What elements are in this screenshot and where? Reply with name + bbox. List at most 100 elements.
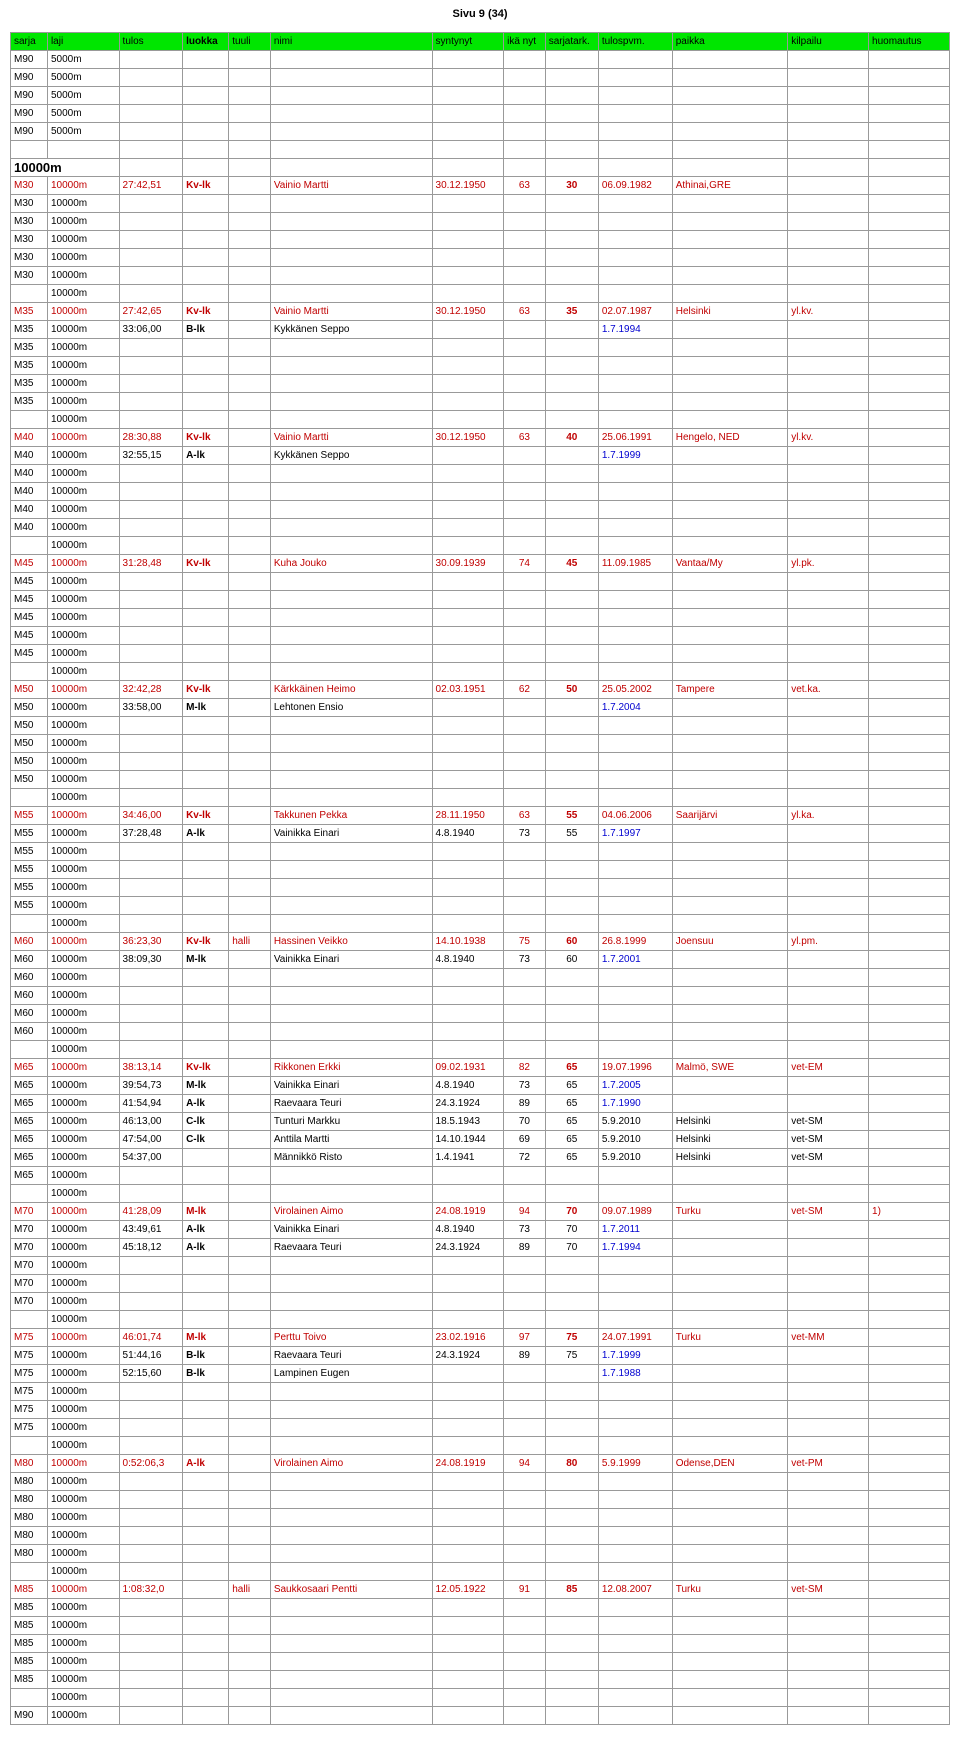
- cell-sarja: M90: [11, 87, 48, 105]
- cell-ika: [504, 1293, 546, 1311]
- cell-tulospvm: 1.7.1994: [598, 321, 672, 339]
- cell-laji: 10000m: [47, 933, 119, 951]
- cell-nimi: [270, 1671, 432, 1689]
- table-row: M8510000m1:08:32,0halliSaukkosaari Pentt…: [11, 1581, 950, 1599]
- cell-sarjatark: [545, 1023, 598, 1041]
- cell-kilpailu: [788, 411, 869, 429]
- cell-kilpailu: [788, 267, 869, 285]
- cell-laji: 10000m: [47, 177, 119, 195]
- cell-huomautus: [869, 969, 950, 987]
- cell-syntynyt: [432, 1365, 504, 1383]
- cell-paikka: Athinai,GRE: [672, 177, 787, 195]
- cell-kilpailu: [788, 861, 869, 879]
- cell-syntynyt: [432, 987, 504, 1005]
- cell-sarja: M55: [11, 861, 48, 879]
- cell-sarja: M65: [11, 1059, 48, 1077]
- cell-syntynyt: [432, 69, 504, 87]
- cell-ika: 89: [504, 1095, 546, 1113]
- cell-kilpailu: [788, 483, 869, 501]
- cell-tulospvm: [598, 627, 672, 645]
- cell-tuuli: [229, 735, 271, 753]
- cell-sarja: M70: [11, 1239, 48, 1257]
- cell-laji: 10000m: [47, 267, 119, 285]
- cell-ika: 70: [504, 1113, 546, 1131]
- cell-paikka: [672, 969, 787, 987]
- cell-paikka: Odense,DEN: [672, 1455, 787, 1473]
- cell-huomautus: [869, 1401, 950, 1419]
- cell-laji: 10000m: [47, 1437, 119, 1455]
- cell-syntynyt: [432, 213, 504, 231]
- cell-laji: 10000m: [47, 1527, 119, 1545]
- cell-paikka: [672, 1041, 787, 1059]
- cell-tuuli: [229, 1671, 271, 1689]
- cell-paikka: [672, 1095, 787, 1113]
- cell-nimi: [270, 717, 432, 735]
- cell-laji: 10000m: [47, 1131, 119, 1149]
- cell-luokka: M-lk: [183, 1077, 229, 1095]
- cell-sarja: M45: [11, 555, 48, 573]
- cell-nimi: [270, 627, 432, 645]
- cell-tulos: 1:08:32,0: [119, 1581, 183, 1599]
- cell-tulos: 51:44,16: [119, 1347, 183, 1365]
- cell-syntynyt: [432, 1491, 504, 1509]
- cell-luokka: [183, 1689, 229, 1707]
- cell-nimi: Raevaara Teuri: [270, 1347, 432, 1365]
- cell-luokka: [183, 483, 229, 501]
- cell-syntynyt: [432, 411, 504, 429]
- cell-kilpailu: [788, 231, 869, 249]
- cell-sarja: M85: [11, 1581, 48, 1599]
- cell-sarjatark: [545, 915, 598, 933]
- table-row: M5510000m34:46,00Kv-lkTakkunen Pekka28.1…: [11, 807, 950, 825]
- cell-luokka: [183, 1473, 229, 1491]
- cell-tulos: [119, 1005, 183, 1023]
- cell-kilpailu: [788, 105, 869, 123]
- cell-paikka: [672, 87, 787, 105]
- table-row: M905000m: [11, 87, 950, 105]
- cell-sarja: M45: [11, 573, 48, 591]
- cell-tulospvm: [598, 969, 672, 987]
- cell-tuuli: [229, 1617, 271, 1635]
- table-row: M6010000m36:23,30Kv-lkhalliHassinen Veik…: [11, 933, 950, 951]
- cell-laji: 10000m: [47, 393, 119, 411]
- cell-sarjatark: [545, 843, 598, 861]
- cell-kilpailu: vet-PM: [788, 1455, 869, 1473]
- cell-syntynyt: 24.08.1919: [432, 1203, 504, 1221]
- cell-paikka: [672, 1635, 787, 1653]
- cell-tulos: 36:23,30: [119, 933, 183, 951]
- cell-syntynyt: [432, 609, 504, 627]
- cell-sarja: M80: [11, 1545, 48, 1563]
- cell-ika: [504, 465, 546, 483]
- cell-kilpailu: [788, 285, 869, 303]
- cell-tulos: [119, 87, 183, 105]
- cell-tulos: [119, 573, 183, 591]
- cell-tulos: [119, 231, 183, 249]
- cell-paikka: [672, 393, 787, 411]
- cell-tulospvm: [598, 1473, 672, 1491]
- cell-sarjatark: [545, 411, 598, 429]
- table-row: M4510000m: [11, 609, 950, 627]
- cell-sarjatark: 55: [545, 807, 598, 825]
- cell-tulospvm: [598, 1671, 672, 1689]
- cell-sarjatark: [545, 375, 598, 393]
- cell-laji: 10000m: [47, 1095, 119, 1113]
- cell-huomautus: [869, 1041, 950, 1059]
- cell-luokka: [183, 573, 229, 591]
- cell-paikka: [672, 411, 787, 429]
- cell-tulospvm: [598, 375, 672, 393]
- table-row: M3510000m: [11, 339, 950, 357]
- cell-sarjatark: [545, 69, 598, 87]
- cell-tulos: [119, 1185, 183, 1203]
- cell-tulos: 33:58,00: [119, 699, 183, 717]
- cell-sarjatark: [545, 1401, 598, 1419]
- cell-tulos: [119, 105, 183, 123]
- cell-syntynyt: 30.09.1939: [432, 555, 504, 573]
- cell-syntynyt: 12.05.1922: [432, 1581, 504, 1599]
- cell-huomautus: [869, 1581, 950, 1599]
- cell-syntynyt: [432, 1563, 504, 1581]
- cell-luokka: M-lk: [183, 951, 229, 969]
- cell-huomautus: [869, 321, 950, 339]
- cell-ika: [504, 519, 546, 537]
- cell-sarjatark: [545, 1491, 598, 1509]
- cell-paikka: [672, 1257, 787, 1275]
- cell-luokka: [183, 1383, 229, 1401]
